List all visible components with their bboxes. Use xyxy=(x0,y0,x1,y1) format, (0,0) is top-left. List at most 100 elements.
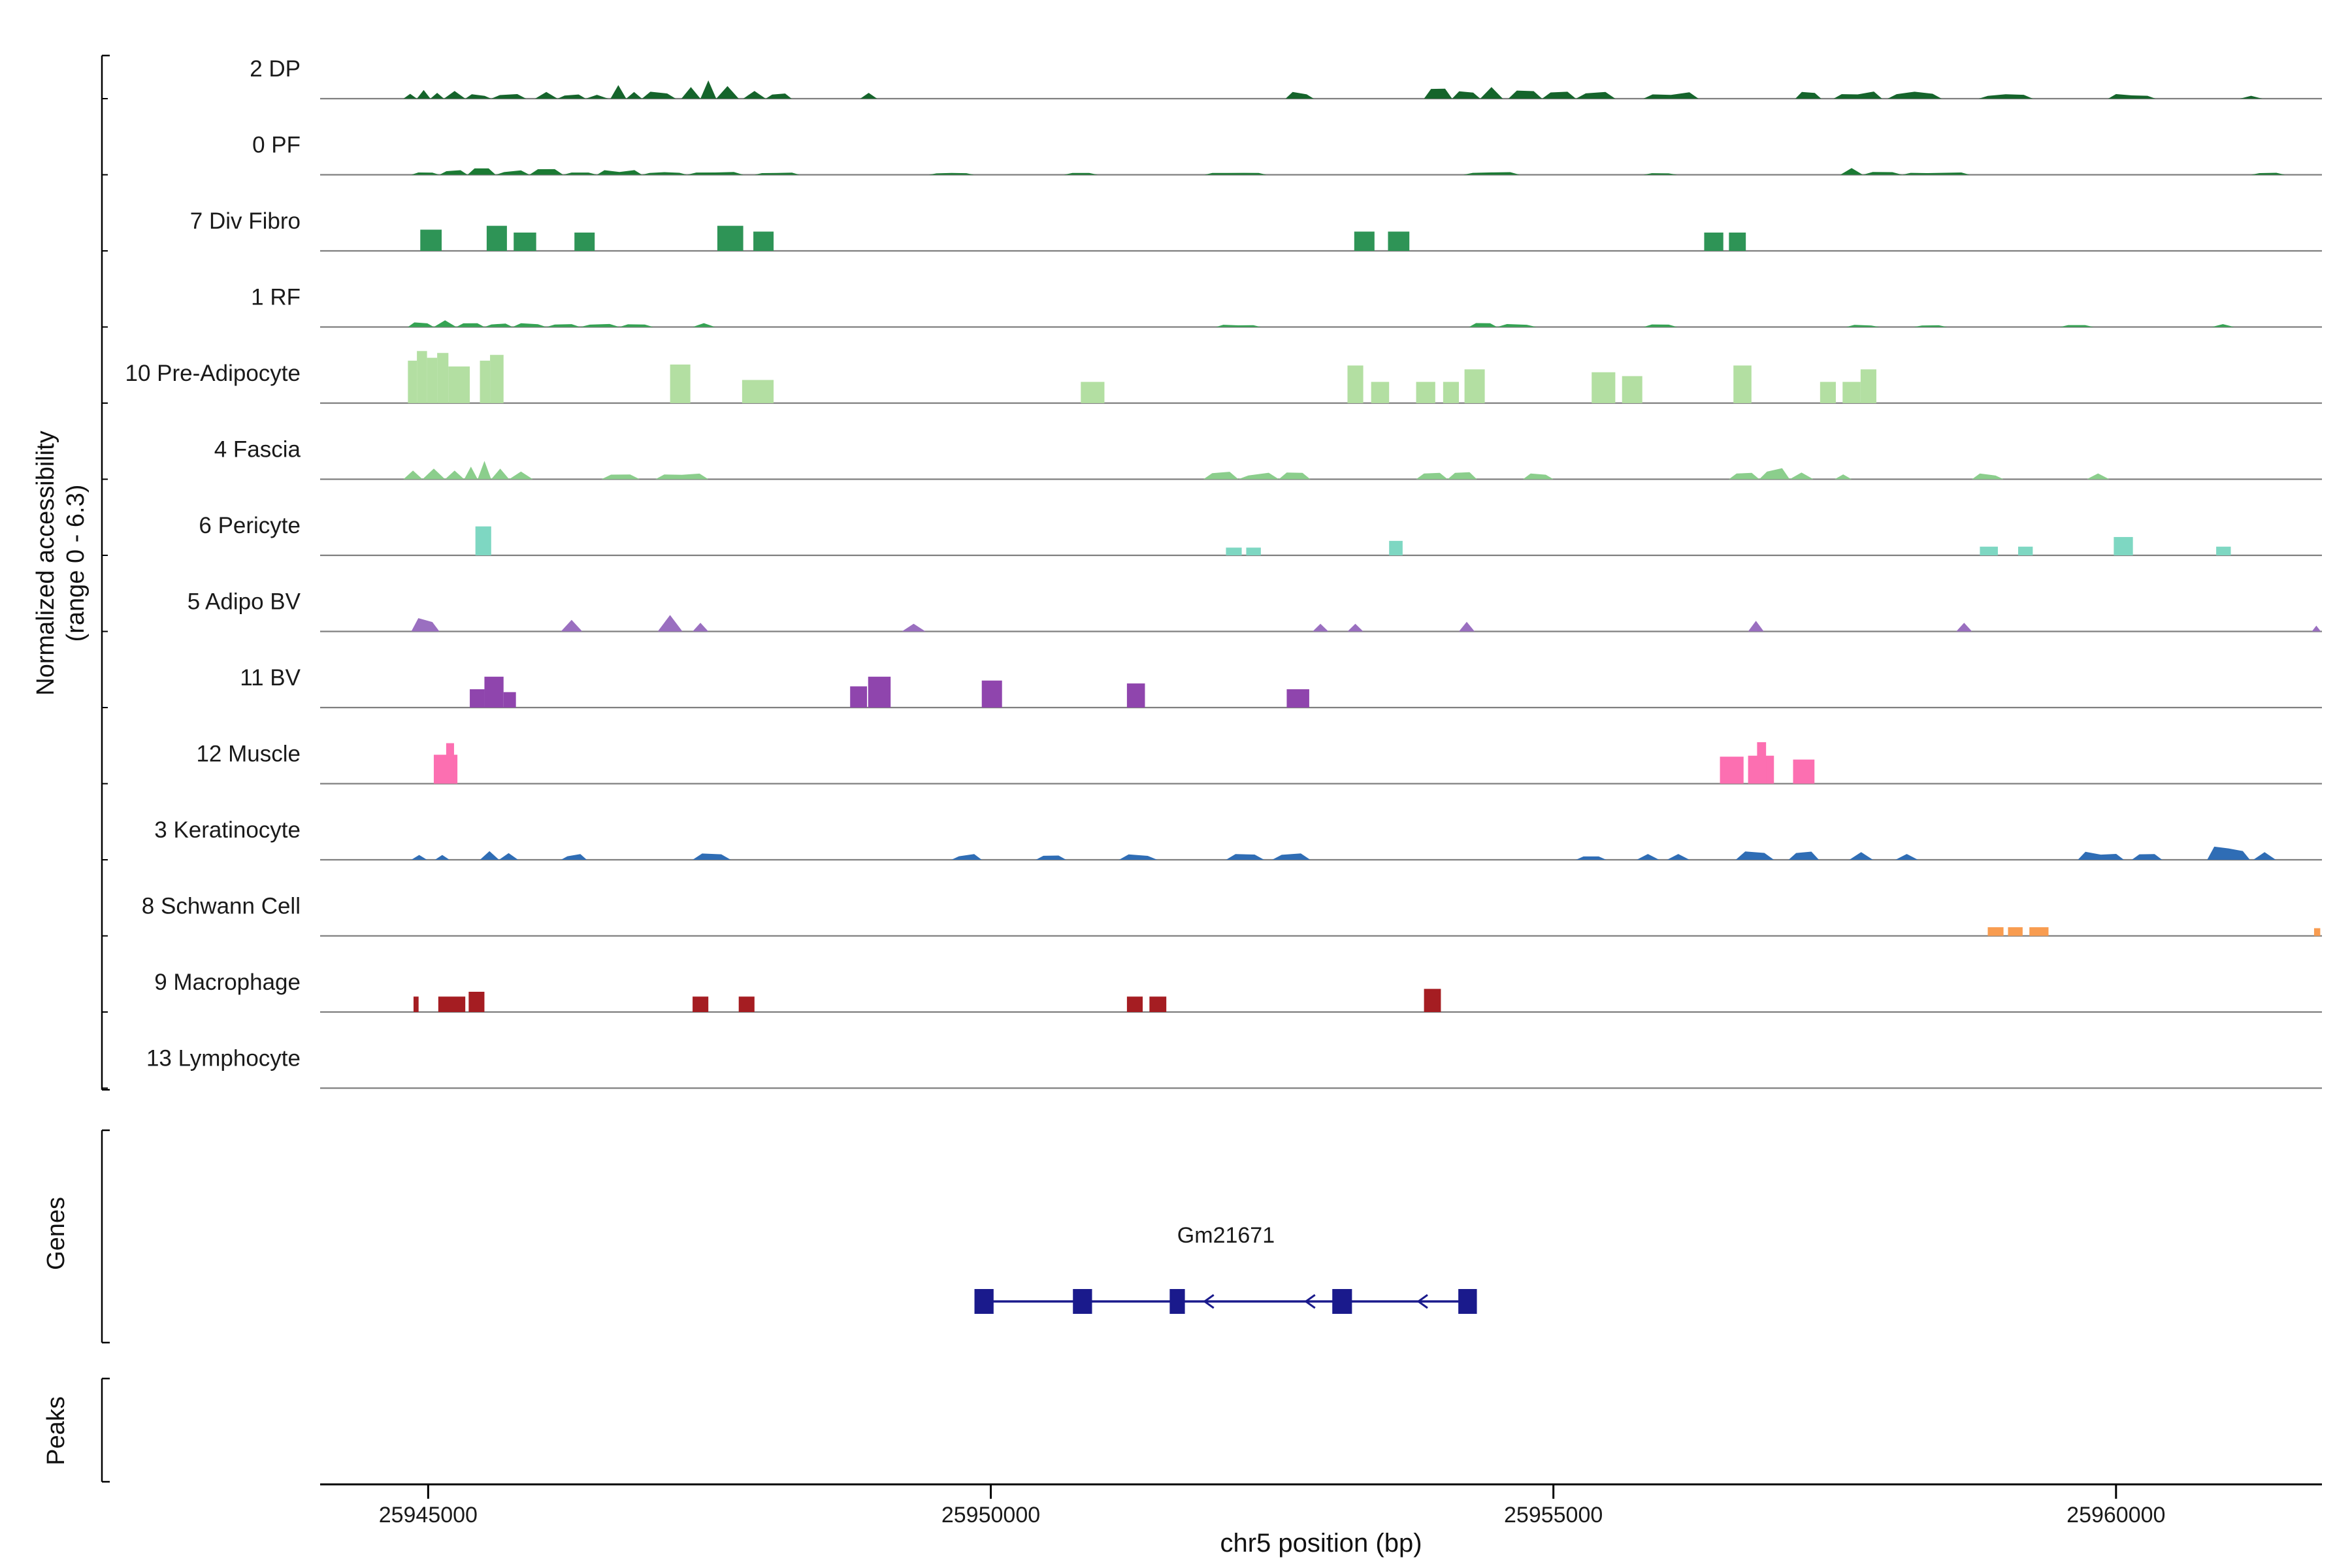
signal-peak xyxy=(1203,472,1239,480)
signal-peak xyxy=(681,87,701,99)
signal-peak xyxy=(1272,853,1311,860)
genes-axis-bracket xyxy=(101,1129,110,1344)
signal-peak xyxy=(1637,854,1659,860)
signal-peak xyxy=(754,172,800,175)
signal-peak xyxy=(1204,172,1267,175)
signal-peak xyxy=(1902,172,1970,175)
signal-peak xyxy=(413,996,419,1012)
signal-peak xyxy=(437,353,449,403)
signal-peak xyxy=(700,80,717,99)
track-6-pericyte: 6 Pericyte xyxy=(199,513,2322,557)
track-13-lymphocyte: 13 Lymphocyte xyxy=(146,1046,2322,1089)
signal-peak xyxy=(2216,546,2231,555)
signal-peak xyxy=(1480,87,1503,99)
signal-peak xyxy=(1643,173,1678,175)
signal-peak xyxy=(1469,323,1497,327)
track-label-2-dp: 2 DP xyxy=(250,56,301,82)
track-2-dp: 2 DP xyxy=(250,56,2322,100)
signal-peak xyxy=(1286,689,1309,708)
signal-peak xyxy=(1238,472,1279,480)
signal-peak xyxy=(1793,759,1815,784)
signal-peak xyxy=(456,323,485,327)
signal-peak xyxy=(1846,325,1880,327)
signal-peak xyxy=(1978,94,2033,99)
peaks-axis-bracket xyxy=(101,1377,110,1483)
signal-peak xyxy=(444,91,466,99)
signal-peak xyxy=(1064,172,1098,175)
signal-peak xyxy=(1887,91,1942,99)
signal-peak xyxy=(1759,468,1790,480)
signal-peak xyxy=(403,470,423,480)
track-1-rf: 1 RF xyxy=(251,285,2322,328)
track-label-9-macrophage: 9 Macrophage xyxy=(154,970,301,995)
gene-model: Gm21671 xyxy=(974,1223,1477,1314)
signal-peak xyxy=(928,172,974,175)
signal-peak xyxy=(484,676,504,708)
signal-peak xyxy=(693,323,715,327)
signal-peak xyxy=(1757,742,1767,784)
signal-peak xyxy=(509,471,533,480)
signal-peak xyxy=(563,172,597,175)
strand-arrow-left-icon xyxy=(1203,1294,1215,1309)
signal-peak xyxy=(585,95,608,99)
track-label-11-bv: 11 BV xyxy=(240,665,301,691)
track-4-fascia: 4 Fascia xyxy=(214,437,2322,480)
signal-peak xyxy=(1424,988,1441,1012)
signal-peak xyxy=(1789,472,1814,480)
signal-peak xyxy=(1119,854,1158,860)
x-axis-tick-label: 25945000 xyxy=(379,1503,478,1527)
x-axis-tick-label: 25960000 xyxy=(2066,1503,2165,1527)
signal-peak xyxy=(693,996,709,1012)
signal-peak xyxy=(2212,324,2234,327)
signal-peak xyxy=(1416,472,1448,480)
signal-peak xyxy=(1842,382,1861,403)
y-axis-label: Normalized accessibility (range 0 - 6.3) xyxy=(31,269,91,857)
signal-peak xyxy=(1980,546,1998,555)
signal-peak xyxy=(1643,92,1699,99)
signal-peak xyxy=(601,474,640,480)
signal-peak xyxy=(430,93,444,99)
signal-peak xyxy=(411,172,440,175)
signal-peak xyxy=(1622,376,1642,403)
signal-peak xyxy=(446,743,454,784)
signal-peak xyxy=(468,992,485,1012)
signal-peak xyxy=(1464,369,1485,403)
track-label-0-pf: 0 PF xyxy=(252,133,301,158)
signal-peak xyxy=(1972,473,2004,480)
signal-peak xyxy=(1733,365,1752,403)
signal-peak xyxy=(1424,88,1452,99)
signal-peak xyxy=(1895,854,1918,860)
signal-peak xyxy=(480,851,499,860)
signal-peak xyxy=(2313,928,2321,936)
signal-peak xyxy=(693,853,731,860)
gene-exon xyxy=(1073,1289,1092,1314)
track-label-12-muscle: 12 Muscle xyxy=(196,742,301,767)
peaks-section-label: Peaks xyxy=(42,1396,70,1465)
track-0-pf: 0 PF xyxy=(252,133,2322,176)
x-axis: 25945000 25950000 25955000 25960000 xyxy=(320,1483,2322,1527)
x-axis-title: chr5 position (bp) xyxy=(1220,1529,1422,1558)
signal-peak xyxy=(670,364,691,403)
signal-peak xyxy=(1795,91,1821,99)
signal-peak xyxy=(1835,474,1852,480)
signal-peak xyxy=(1863,172,1903,175)
signal-peak xyxy=(434,320,457,327)
signal-peak xyxy=(417,90,431,99)
signal-peak xyxy=(742,380,774,403)
signal-peak xyxy=(2207,846,2250,860)
signal-peak xyxy=(860,93,877,99)
signal-peak xyxy=(2114,536,2133,555)
signal-peak xyxy=(1820,382,1836,403)
signal-peak xyxy=(1313,623,1329,632)
signal-peak xyxy=(2253,852,2276,860)
signal-peak xyxy=(738,996,755,1012)
signal-peak xyxy=(2008,927,2023,936)
signal-peak xyxy=(1729,232,1746,251)
signal-peak xyxy=(1452,91,1480,99)
signal-peak xyxy=(2131,854,2163,860)
signal-peak xyxy=(1720,757,1744,784)
signal-peak xyxy=(2059,325,2094,327)
signal-peak xyxy=(478,461,491,480)
signal-peak xyxy=(1443,382,1459,403)
accessibility-axis-bracket xyxy=(101,54,110,1091)
